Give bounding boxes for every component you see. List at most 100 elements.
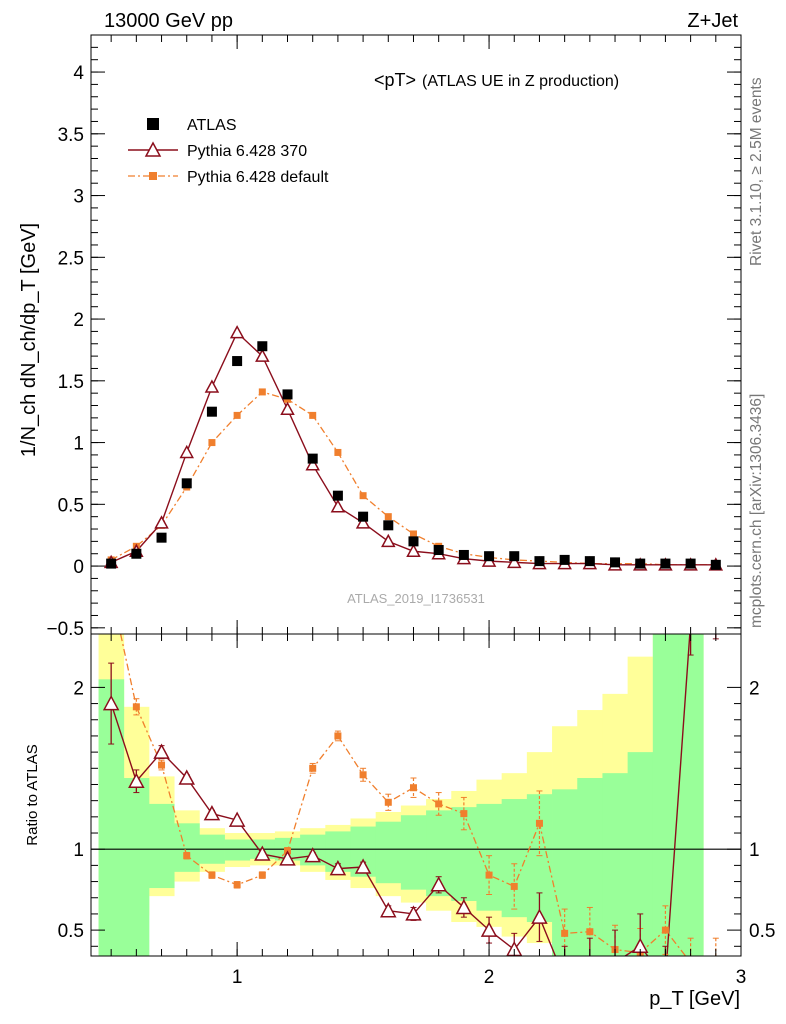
point-atlas: [584, 556, 595, 567]
ratio-point-pythia-default: [687, 959, 694, 966]
ratio-point-pythia-370: [354, 858, 372, 874]
band-green: [577, 778, 603, 956]
ratio-point-pythia-default: [561, 929, 569, 937]
ratio-point-pythia-370: [380, 902, 397, 918]
ratio-point-pythia-370: [153, 743, 170, 759]
ratio-point-pythia-default: [208, 871, 216, 879]
collision-energy-label: 13000 GeV pp: [104, 10, 233, 32]
ratio-x-tick-label: 3: [736, 967, 747, 988]
ratio-y-tick-label: 2: [73, 678, 84, 699]
ratio-point-pythia-370: [480, 921, 498, 937]
analysis-watermark: ATLAS_2019_I1736531: [347, 591, 485, 606]
main-y-tick-label: 2: [73, 310, 84, 331]
mcplots-source-label: mcplots.cern.ch [arXiv:1306.3436]: [748, 394, 765, 628]
point-pythia-370: [229, 325, 245, 339]
ratio-point-pythia-370: [304, 847, 321, 863]
ratio-point-pythia-370: [203, 805, 221, 821]
legend-marker-pythia-default: [149, 172, 157, 180]
point-pythia-default: [309, 411, 317, 419]
ratio-y-tick-label-right: 0.5: [749, 921, 775, 942]
point-atlas: [710, 559, 721, 570]
band-green: [451, 807, 477, 901]
ratio-frame: [90, 633, 742, 957]
point-atlas: [534, 556, 545, 567]
band-green: [148, 803, 175, 889]
point-pythia-370: [506, 554, 522, 569]
ratio-point-pythia-370: [455, 898, 473, 915]
point-pythia-370: [330, 499, 346, 513]
ratio-point-pythia-default: [233, 881, 241, 889]
ratio-point-pythia-default: [510, 882, 518, 890]
point-atlas: [408, 536, 419, 547]
ratio-point-pythia-370: [531, 908, 548, 924]
main-y-tick-label: 1: [73, 434, 84, 455]
band-green: [552, 789, 578, 956]
ratio-point-pythia-default: [258, 871, 266, 879]
legend-label: ATLAS: [187, 117, 237, 134]
point-pythia-default: [258, 388, 266, 396]
rivet-version-label: Rivet 3.1.10, ≥ 2.5M events: [748, 77, 765, 266]
ratio-point-pythia-370: [228, 811, 246, 827]
point-atlas: [106, 558, 117, 569]
band-green: [678, 634, 704, 956]
ratio-point-pythia-370: [178, 769, 195, 785]
ratio-point-pythia-default: [132, 703, 140, 711]
ratio-point-pythia-370: [558, 972, 572, 985]
point-atlas: [156, 532, 167, 543]
band-green: [602, 773, 629, 956]
ratio-point-pythia-370: [658, 972, 672, 985]
ratio-point-pythia-370: [329, 860, 347, 876]
ratio-point-pythia-370: [254, 845, 271, 861]
ratio-y-tick-label: 0.5: [58, 921, 84, 942]
point-atlas: [559, 554, 570, 565]
point-atlas: [685, 558, 696, 569]
ratio-point-pythia-370: [684, 616, 698, 629]
main-y-tick-label: 3.5: [58, 125, 84, 146]
point-pythia-default: [384, 513, 392, 521]
main-y-tick-label: 4: [73, 63, 84, 84]
ratio-y-axis-label: Ratio to ATLAS: [24, 744, 41, 845]
ratio-x-tick-label: 2: [484, 967, 495, 988]
point-pythia-default: [409, 530, 417, 538]
point-pythia-default: [208, 439, 216, 447]
point-pythia-370: [204, 379, 220, 393]
main-subtitle: (ATLAS UE in Z production): [422, 73, 619, 90]
point-atlas: [131, 548, 142, 559]
ratio-axis-ticks: 0.5 0.5 1 1 2 2 1 2 3: [58, 634, 775, 988]
ratio-point-pythia-default: [359, 771, 367, 779]
x-axis-title: p_T [GeV]: [649, 988, 740, 1010]
point-pythia-default: [359, 492, 367, 500]
main-y-tick-label: 0: [73, 557, 84, 578]
point-pythia-370: [179, 444, 194, 459]
ratio-point-pythia-370: [709, 599, 723, 612]
band-green: [652, 634, 679, 956]
point-pythia-370: [355, 515, 371, 529]
ratio-point-pythia-default: [309, 764, 317, 772]
ratio-point-pythia-default: [435, 800, 443, 808]
ratio-y-tick-label: 1: [73, 840, 84, 861]
legend-marker-pythia-370: [144, 141, 162, 157]
legend-label: Pythia 6.428 370: [187, 143, 307, 160]
ratio-point-pythia-default: [158, 761, 166, 769]
band-green: [501, 799, 528, 918]
point-pythia-default: [334, 448, 342, 456]
point-atlas: [181, 478, 192, 489]
point-atlas: [257, 341, 268, 352]
point-pythia-370: [305, 457, 320, 471]
series-line-pythia-370: [110, 331, 716, 566]
point-pythia-370: [154, 515, 169, 529]
point-atlas: [307, 453, 318, 464]
main-y-tick-label: 1.5: [58, 372, 84, 393]
point-atlas: [458, 549, 469, 560]
band-green: [400, 815, 427, 890]
ratio-y-tick-label-right: 2: [749, 678, 760, 699]
point-atlas: [484, 551, 495, 562]
point-atlas: [206, 406, 217, 417]
point-atlas: [332, 490, 343, 501]
point-pythia-370: [280, 401, 295, 415]
ratio-point-pythia-370: [128, 772, 145, 788]
band-green: [224, 839, 251, 861]
ratio-point-pythia-370: [583, 964, 597, 977]
main-y-tick-label: 2.5: [58, 248, 84, 269]
